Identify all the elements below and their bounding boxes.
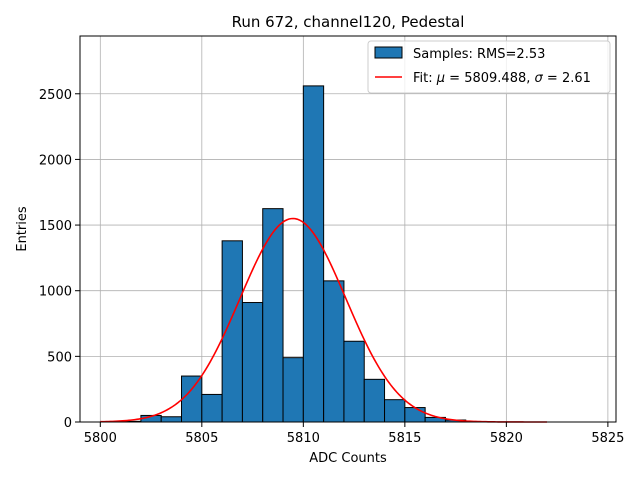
x-tick-label: 5800 <box>84 431 117 446</box>
histogram-bar <box>241 302 264 423</box>
legend-histogram-swatch <box>374 46 403 59</box>
histogram-bar <box>302 85 325 423</box>
histogram-bar <box>323 280 345 423</box>
legend-fit-mu-value: 5809.488 <box>464 71 526 86</box>
histogram-bar <box>363 378 386 423</box>
x-tick-label: 5825 <box>591 431 624 446</box>
x-axis-label: ADC Counts <box>309 451 387 466</box>
legend-fit-mu-eq: = <box>445 71 464 86</box>
legend-fit-sep: , <box>526 71 534 86</box>
plot-frame <box>79 35 617 423</box>
histogram-bar <box>181 375 203 423</box>
x-tick-label: 5820 <box>490 431 523 446</box>
legend-fit-prefix: Fit: <box>413 71 437 86</box>
x-tick-label: 5810 <box>287 431 320 446</box>
legend-histogram-label: Samples: RMS=2.53 <box>413 47 545 62</box>
histogram-bar <box>160 416 183 423</box>
legend: Samples: RMS=2.53 Fit: μ = 5809.488, σ =… <box>367 40 611 94</box>
y-tick-label: 0 <box>64 416 72 431</box>
x-axis-ticks: 5800 5805 5810 5815 5820 5825 <box>84 422 624 446</box>
y-tick-label: 2000 <box>39 153 72 168</box>
legend-fit-sigma-symbol: σ <box>535 71 544 86</box>
legend-fit-label: Fit: μ = 5809.488, σ = 2.61 <box>413 71 591 86</box>
legend-fit-mu-symbol: μ <box>436 71 445 86</box>
y-tick-label: 1500 <box>39 219 72 234</box>
y-axis-label: Entries <box>15 206 30 252</box>
histogram-bar <box>384 399 406 423</box>
histogram-bar <box>282 357 304 423</box>
y-tick-label: 2500 <box>39 88 72 103</box>
legend-fit-sigma-eq: = <box>543 71 562 86</box>
histogram-bar <box>201 393 223 423</box>
chart-title: Run 672, channel120, Pedestal <box>232 13 465 31</box>
legend-fit-sigma-value: 2.61 <box>562 71 591 86</box>
y-tick-label: 1000 <box>39 285 72 300</box>
gaussian-fit-curve <box>100 217 547 423</box>
x-tick-label: 5805 <box>185 431 218 446</box>
y-tick-label: 500 <box>47 350 72 365</box>
legend-box <box>367 40 611 94</box>
histogram-bar <box>404 407 426 423</box>
x-tick-label: 5815 <box>388 431 421 446</box>
histogram-bar <box>262 208 284 423</box>
y-axis-ticks: 0 500 1000 1500 2000 2500 <box>39 88 80 431</box>
histogram-bar <box>343 340 365 423</box>
